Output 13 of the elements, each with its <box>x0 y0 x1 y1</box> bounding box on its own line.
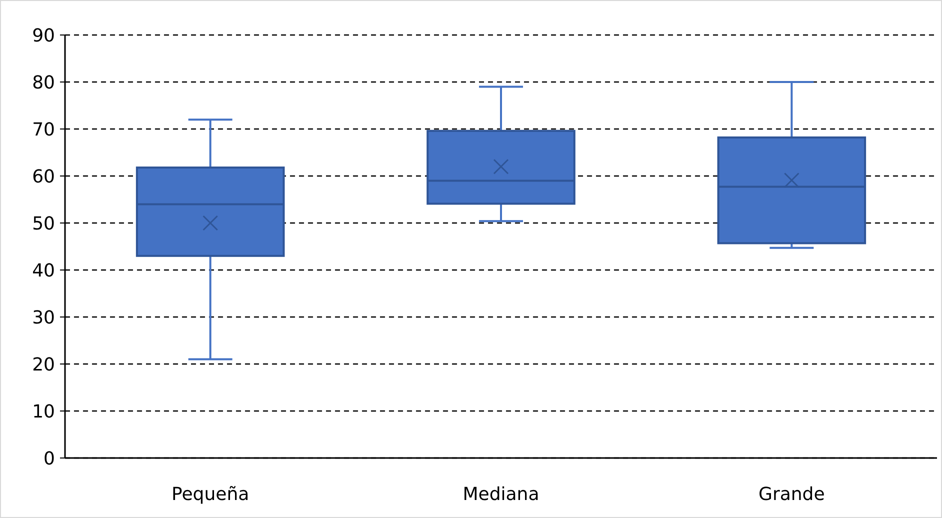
x-tick-label: Grande <box>758 484 825 505</box>
y-tick-label: 90 <box>32 25 55 46</box>
y-tick-label: 80 <box>32 72 55 94</box>
y-tick-label: 10 <box>32 401 55 422</box>
y-tick-label: 0 <box>44 448 55 470</box>
y-tick-label: 60 <box>32 166 55 188</box>
y-tick-label: 50 <box>32 213 55 234</box>
y-tick-label: 40 <box>32 260 55 282</box>
y-tick-label: 70 <box>32 119 55 140</box>
y-tick-label: 30 <box>32 307 55 328</box>
x-tick-label: Pequeña <box>172 484 250 505</box>
x-tick-label: Mediana <box>462 484 540 505</box>
y-tick-label: 20 <box>32 354 55 376</box>
